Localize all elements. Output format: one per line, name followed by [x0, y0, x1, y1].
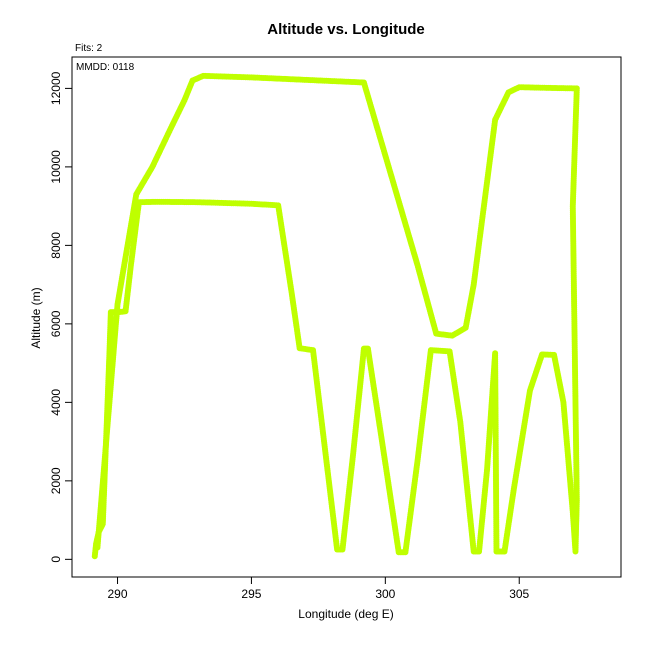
- mmdd-annotation: MMDD: 0118: [76, 62, 135, 73]
- fits-annotation: Fits: 2: [75, 43, 103, 54]
- y-tick-label: 8000: [49, 232, 63, 259]
- x-axis: 290 295 300 305: [108, 577, 530, 601]
- y-tick-label: 10000: [49, 150, 63, 184]
- chart-title: Altitude vs. Longitude: [267, 21, 425, 38]
- series-points: [91, 72, 580, 560]
- y-tick-label: 4000: [49, 389, 63, 416]
- x-axis-label: Longitude (deg E): [298, 607, 393, 621]
- y-tick-label: 0: [49, 556, 63, 563]
- plot-border: [71, 56, 622, 578]
- x-tick-label: 305: [509, 587, 529, 601]
- y-tick-label: 12000: [49, 71, 63, 105]
- y-tick-label: 6000: [49, 310, 63, 337]
- x-tick-label: 300: [375, 587, 395, 601]
- y-axis-label: Altitude (m): [29, 287, 43, 348]
- x-tick-label: 290: [108, 587, 128, 601]
- y-axis: 0 2000 4000 6000 8000 10000 12000: [49, 71, 72, 563]
- y-tick-label: 2000: [49, 467, 63, 494]
- data-point: [94, 544, 101, 551]
- x-tick-label: 295: [241, 587, 261, 601]
- data-series: [91, 72, 580, 560]
